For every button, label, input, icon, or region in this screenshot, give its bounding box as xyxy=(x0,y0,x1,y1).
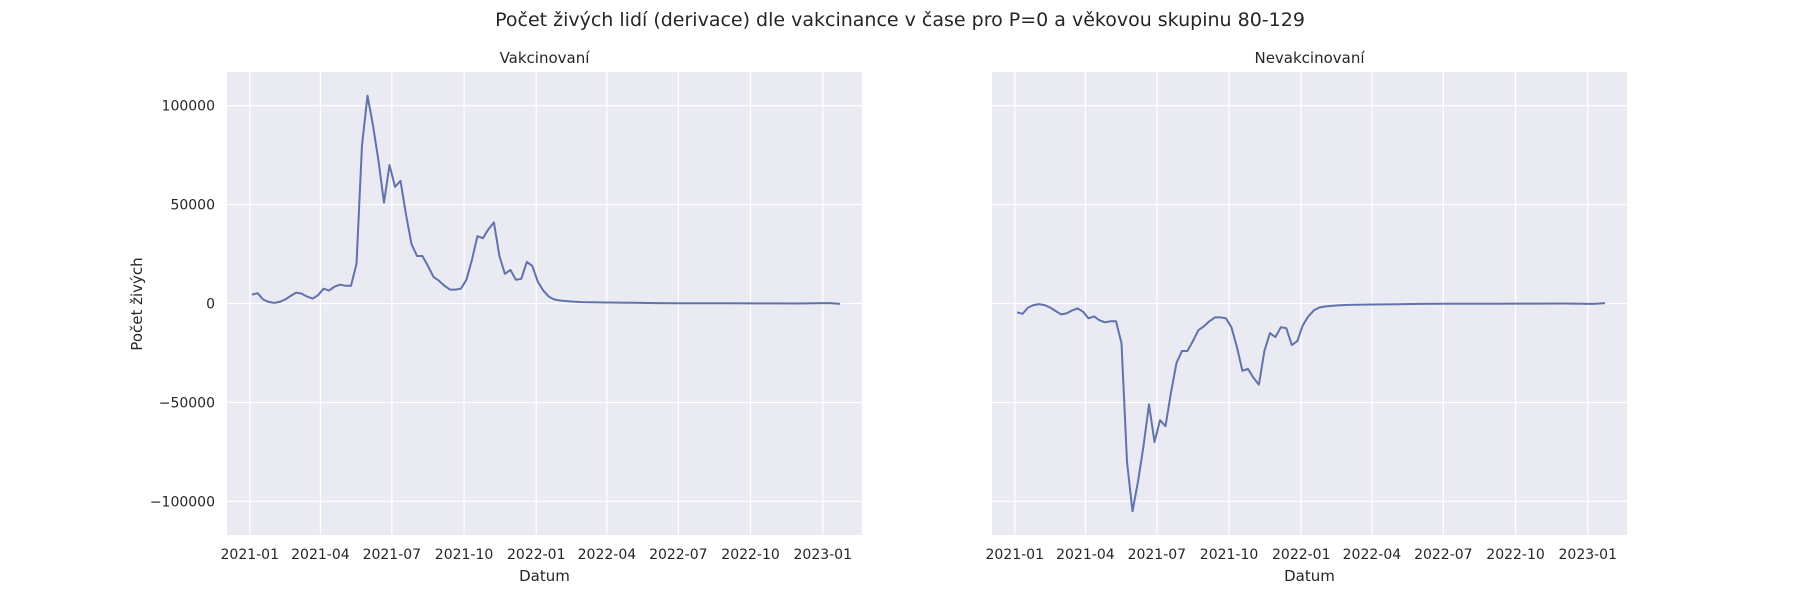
x-tick-label: 2021-04 xyxy=(1056,547,1115,563)
x-tick-label: 2022-04 xyxy=(578,547,637,563)
y-tick-label: 100000 xyxy=(162,99,215,115)
gridlines-vakcinovani xyxy=(227,72,862,535)
figure-title: Počet živých lidí (derivace) dle vakcina… xyxy=(495,9,1305,31)
x-axis-label-vakcinovani: Datum xyxy=(519,567,570,585)
x-axis-label-nevakcinovani: Datum xyxy=(1284,567,1335,585)
x-tick-labels-nevakcinovani: 2021-01 2021-04 2021-07 2021-10 2022-01 2022-… xyxy=(986,547,1617,563)
series-line-nevakcinovani xyxy=(1016,302,1606,513)
y-tick-label: −50000 xyxy=(159,395,215,411)
x-tick-label: 2022-04 xyxy=(1343,547,1402,563)
y-axis-label-vakcinovani: Počet živých xyxy=(128,257,146,350)
series-layer-vakcinovani xyxy=(251,94,841,305)
x-tick-label: 2023-01 xyxy=(1559,547,1618,563)
x-tick-label: 2022-01 xyxy=(507,547,566,563)
y-tick-label: −100000 xyxy=(150,494,215,510)
x-tick-label: 2021-10 xyxy=(1200,547,1259,563)
series-layer-nevakcinovani xyxy=(1016,302,1606,513)
panel-vakcinovani: 2021-01 2021-04 2021-07 2021-10 2022-01 2022-… xyxy=(128,49,862,585)
y-tick-label: 50000 xyxy=(170,198,215,214)
x-tick-label: 2021-10 xyxy=(435,547,494,563)
x-tick-label: 2021-01 xyxy=(986,547,1045,563)
x-tick-label: 2021-04 xyxy=(291,547,350,563)
panel-nevakcinovani: 2021-01 2021-04 2021-07 2021-10 2022-01 2022-… xyxy=(986,49,1627,585)
x-tick-label: 2022-07 xyxy=(1414,547,1473,563)
x-tick-label: 2022-07 xyxy=(649,547,708,563)
chart-title-vakcinovani: Vakcinovaní xyxy=(500,49,591,67)
y-tick-labels-vakcinovani: 100000 50000 0 −50000 −100000 xyxy=(150,99,215,511)
x-tick-label: 2022-01 xyxy=(1272,547,1331,563)
series-line-vakcinovani xyxy=(251,94,841,305)
x-tick-labels-vakcinovani: 2021-01 2021-04 2021-07 2021-10 2022-01 2022-… xyxy=(221,547,852,563)
x-tick-label: 2022-10 xyxy=(721,547,780,563)
gridlines-nevakcinovani xyxy=(992,72,1627,535)
x-tick-label: 2021-01 xyxy=(221,547,280,563)
x-tick-label: 2021-07 xyxy=(363,547,422,563)
x-tick-label: 2022-10 xyxy=(1486,547,1545,563)
x-tick-label: 2021-07 xyxy=(1128,547,1187,563)
chart-title-nevakcinovani: Nevakcinovaní xyxy=(1254,49,1365,67)
y-tick-label: 0 xyxy=(206,297,215,313)
x-tick-label: 2023-01 xyxy=(794,547,853,563)
